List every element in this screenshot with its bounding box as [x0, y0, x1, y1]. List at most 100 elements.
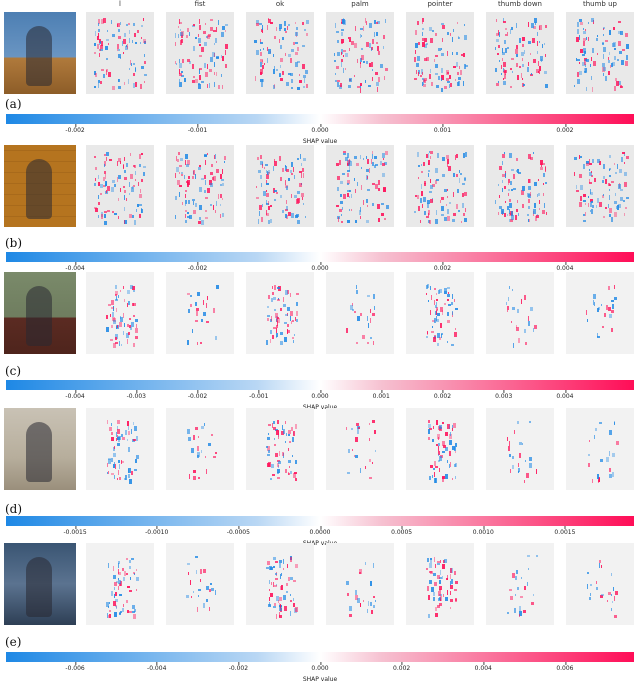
shap-speck — [375, 449, 377, 452]
shap-speck — [132, 604, 136, 609]
shap-speck — [369, 63, 372, 68]
shap-speck — [111, 457, 114, 462]
shap-speck — [510, 67, 513, 70]
shap-speck — [610, 608, 612, 612]
shap-speck — [433, 334, 436, 338]
shap-speck — [284, 164, 286, 167]
shap-speck — [271, 285, 273, 289]
shap-speck — [527, 321, 530, 327]
shap-speck — [140, 178, 143, 182]
shap-speck — [204, 22, 206, 25]
shap-speck — [583, 71, 586, 74]
shap-speck — [288, 472, 291, 475]
shap-speck — [140, 42, 142, 45]
shap-heatmap — [86, 543, 154, 625]
shap-speck — [111, 19, 113, 24]
shap-speck — [545, 211, 547, 215]
shap-speck — [119, 290, 121, 293]
shap-speck — [356, 58, 358, 63]
shap-speck — [198, 43, 201, 46]
shap-speck — [614, 162, 616, 165]
shap-speck — [290, 556, 293, 562]
shap-speck — [133, 72, 136, 76]
shap-speck — [579, 61, 581, 64]
shap-speck — [517, 471, 519, 474]
shap-heatmap — [86, 272, 154, 354]
shap-speck — [353, 310, 356, 313]
shap-speck — [123, 33, 126, 38]
shap-speck — [508, 209, 510, 215]
shap-speck — [130, 558, 134, 561]
shap-speck — [514, 594, 516, 597]
shap-speck — [302, 172, 304, 178]
shap-speck — [198, 187, 202, 193]
shap-speck — [274, 65, 276, 70]
shap-speck — [205, 586, 209, 591]
shap-speck — [211, 434, 213, 437]
shap-speck — [589, 597, 592, 601]
shap-speck — [428, 26, 432, 31]
shap-speck — [345, 156, 349, 161]
shap-speck — [455, 154, 458, 159]
shap-speck — [281, 71, 284, 76]
shap-speck — [286, 307, 290, 312]
shap-speck — [287, 212, 291, 217]
shap-speck — [135, 589, 137, 592]
shap-speck — [504, 27, 507, 30]
shap-heatmap — [406, 12, 474, 94]
shap-speck — [284, 290, 288, 296]
shap-speck — [122, 185, 125, 188]
shap-speck — [537, 31, 539, 36]
shap-speck — [543, 192, 545, 196]
shap-speck — [608, 57, 610, 61]
tick-label: 0.002 — [433, 262, 452, 272]
shap-speck — [127, 474, 130, 479]
shap-speck — [296, 199, 300, 205]
shap-speck — [527, 185, 531, 190]
shap-speck — [356, 86, 360, 89]
shap-speck — [287, 25, 289, 30]
shap-speck — [135, 336, 139, 340]
shap-speck — [141, 208, 144, 213]
shap-speck — [624, 207, 627, 210]
shap-speck — [260, 58, 264, 62]
shap-speck — [378, 217, 381, 222]
shap-speck — [438, 591, 442, 597]
shap-colorbar — [6, 652, 634, 662]
shap-speck — [108, 563, 110, 569]
shap-speck — [292, 602, 295, 607]
shap-speck — [426, 586, 429, 592]
shap-speck — [302, 74, 306, 78]
shap-speck — [273, 556, 277, 560]
shap-speck — [502, 61, 506, 67]
shap-speck — [614, 211, 618, 217]
shap-speck — [195, 202, 198, 207]
shap-speck — [194, 320, 198, 323]
shap-speck — [123, 81, 125, 85]
shap-speck — [294, 22, 296, 25]
shap-speck — [209, 607, 211, 612]
shap-speck — [118, 563, 120, 569]
shap-speck — [288, 73, 292, 76]
shap-speck — [437, 152, 440, 158]
shap-speck — [178, 151, 181, 155]
shap-speck — [270, 339, 272, 344]
column-header: thumb down — [498, 0, 542, 8]
shap-speck — [259, 154, 262, 159]
shap-speck — [619, 30, 623, 35]
shap-speck — [199, 18, 201, 24]
shap-speck — [217, 84, 220, 89]
shap-speck — [126, 43, 128, 49]
shap-speck — [112, 179, 116, 183]
shap-speck — [214, 452, 217, 455]
shap-speck — [138, 203, 142, 206]
shap-speck — [538, 25, 542, 31]
shap-speck — [114, 604, 116, 608]
shap-speck — [261, 217, 264, 223]
shap-speck — [273, 35, 276, 39]
shap-speck — [175, 196, 178, 201]
shap-speck — [436, 298, 439, 301]
shap-speck — [462, 212, 465, 216]
shap-speck — [516, 324, 518, 328]
shap-speck — [297, 158, 300, 161]
